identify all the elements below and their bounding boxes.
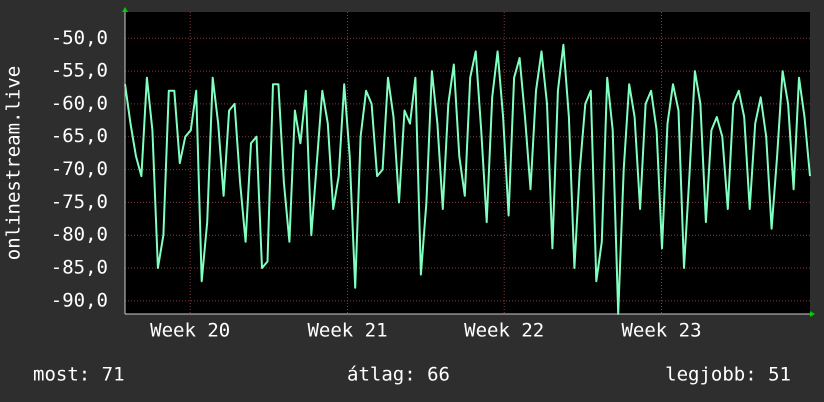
y-tick-label: -85,0 (51, 257, 108, 279)
x-tick-label: Week 20 (150, 320, 230, 342)
x-tick-label: Week 23 (621, 320, 701, 342)
y-tick-label: -80,0 (51, 224, 108, 246)
plot-area (125, 12, 810, 314)
plot-content (124, 12, 811, 315)
y-tick-label: -75,0 (51, 191, 108, 213)
footer-current: most: 71 (33, 364, 125, 386)
x-arrow (810, 311, 815, 317)
footer-average: átlag: 66 (347, 364, 450, 386)
y-tick-label: -90,0 (51, 289, 108, 311)
y-arrow (122, 7, 128, 12)
y-tick-label: -55,0 (51, 60, 108, 82)
y-axis-label: onlinestream.live (3, 66, 25, 260)
y-tick-label: -70,0 (51, 158, 108, 180)
x-tick-label: Week 21 (307, 320, 387, 342)
y-tick-label: -65,0 (51, 125, 108, 147)
footer-best: legjobb: 51 (665, 364, 791, 386)
data-line (124, 43, 811, 315)
x-tick-label: Week 22 (464, 320, 544, 342)
y-tick-label: -50,0 (51, 27, 108, 49)
y-tick-label: -60,0 (51, 92, 108, 114)
